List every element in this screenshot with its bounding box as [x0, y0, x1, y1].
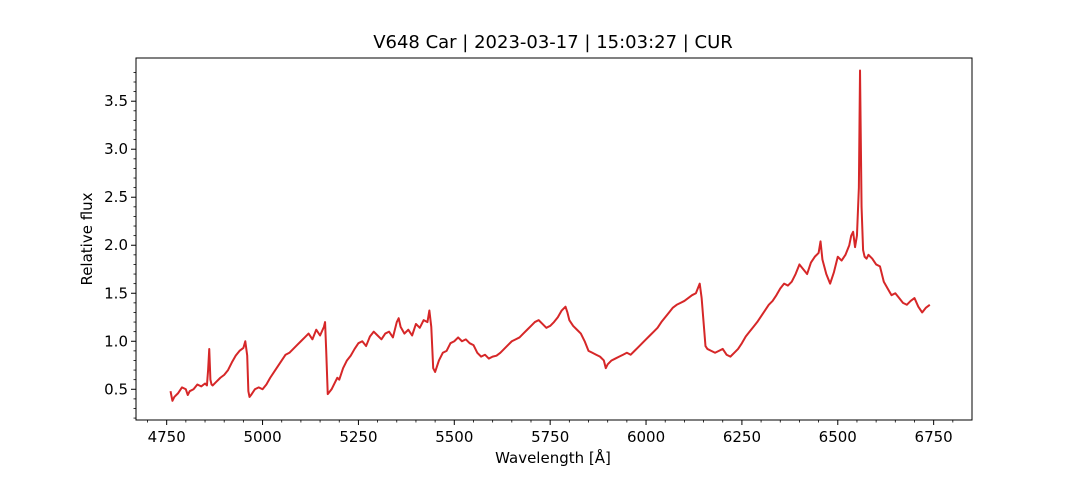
- x-tick-label-0: 4750: [148, 428, 186, 446]
- x-tick-label-2: 5250: [339, 428, 377, 446]
- x-tick-label-8: 6750: [915, 428, 953, 446]
- y-tick-label-4: 2.5: [104, 188, 128, 206]
- y-tick-label-0: 0.5: [104, 380, 128, 398]
- series-line-0: [169, 69, 931, 402]
- x-tick-label-5: 6000: [627, 428, 665, 446]
- x-tick-label-4: 5750: [531, 428, 569, 446]
- x-tick-label-7: 6500: [819, 428, 857, 446]
- y-tick-label-3: 2.0: [104, 236, 128, 254]
- x-tick-label-3: 5500: [435, 428, 473, 446]
- x-tick-label-1: 5000: [243, 428, 281, 446]
- y-axis-label: Relative flux: [78, 192, 96, 285]
- x-tick-label-6: 6250: [723, 428, 761, 446]
- y-tick-label-5: 3.0: [104, 140, 128, 158]
- y-tick-label-6: 3.5: [104, 92, 128, 110]
- plot-frame: [135, 57, 973, 421]
- x-axis-label: Wavelength [Å]: [495, 448, 611, 467]
- plot-area: [169, 69, 931, 402]
- y-tick-label-2: 1.5: [104, 284, 128, 302]
- chart-title: V648 Car | 2023-03-17 | 15:03:27 | CUR: [373, 32, 733, 53]
- y-tick-label-1: 1.0: [104, 332, 128, 350]
